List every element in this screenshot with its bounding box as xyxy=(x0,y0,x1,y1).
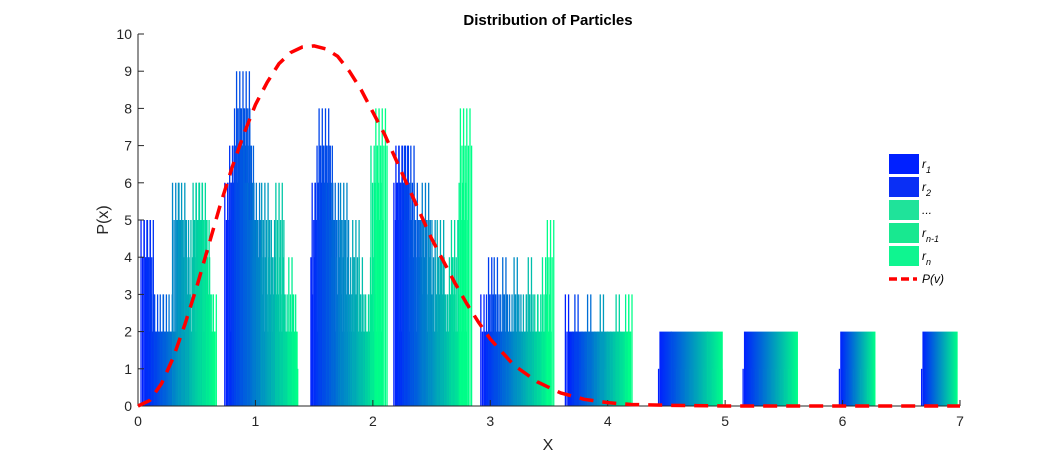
y-tick-label: 9 xyxy=(124,63,132,79)
x-tick-label: 4 xyxy=(604,413,612,429)
x-tick-label: 3 xyxy=(486,413,494,429)
x-axis-label: X xyxy=(543,437,554,454)
legend-swatch xyxy=(889,154,919,174)
y-tick-label: 10 xyxy=(116,26,132,42)
legend-swatch xyxy=(889,200,919,220)
legend-swatch xyxy=(889,223,919,243)
legend: r1 r2... rn-1 rn P(v) xyxy=(889,154,944,286)
histogram-bars xyxy=(140,71,958,406)
y-tick-label: 0 xyxy=(124,398,132,414)
legend-label: r2 xyxy=(922,180,931,198)
x-tick-label: 5 xyxy=(721,413,729,429)
x-tick-label: 2 xyxy=(369,413,377,429)
legend-label: r1 xyxy=(922,157,931,175)
axes: 0 1 2 3 4 5 6 7 0 1 2 3 4 5 6 7 8 9 10 xyxy=(116,26,964,429)
histogram-block-7 xyxy=(659,331,723,406)
y-axis-label: P(x) xyxy=(95,205,112,234)
y-tick-label: 5 xyxy=(124,212,132,228)
pv-curve xyxy=(137,44,960,408)
y-tick-label: 2 xyxy=(124,324,132,340)
legend-label: P(v) xyxy=(922,272,944,286)
legend-label: rn-1 xyxy=(922,226,939,244)
legend-label: ... xyxy=(922,203,932,217)
x-tick-label: 7 xyxy=(956,413,964,429)
x-tick-label: 6 xyxy=(839,413,847,429)
x-tick-label: 0 xyxy=(134,413,142,429)
y-tick-label: 4 xyxy=(124,249,132,265)
histogram-block-10 xyxy=(922,331,958,406)
legend-swatch xyxy=(889,177,919,197)
chart-title: Distribution of Particles xyxy=(463,12,632,29)
legend-label: rn xyxy=(922,249,931,267)
y-tick-label: 8 xyxy=(124,100,132,116)
y-tick-label: 6 xyxy=(124,175,132,191)
histogram-block-9 xyxy=(840,331,876,406)
y-tick-label: 1 xyxy=(124,361,132,377)
y-tick-label: 3 xyxy=(124,286,132,302)
legend-swatch xyxy=(889,246,919,266)
x-tick-label: 1 xyxy=(252,413,260,429)
y-tick-label: 7 xyxy=(124,138,132,154)
